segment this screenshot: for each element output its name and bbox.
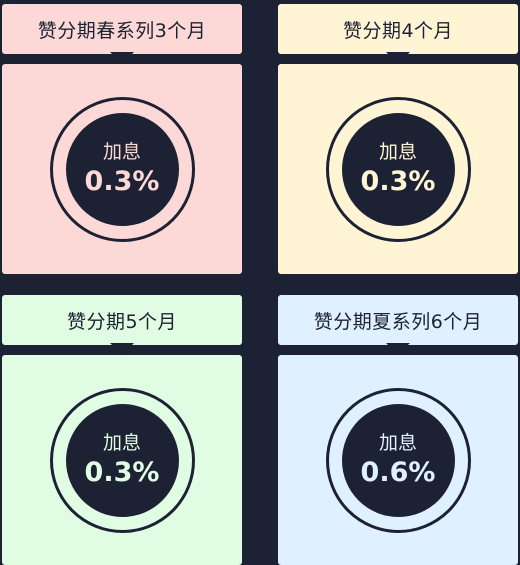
pointer-arrow-icon <box>386 343 410 355</box>
product-title-tag[interactable]: 赞分期春系列3个月 <box>2 4 242 64</box>
rate-badge-ring: 加息 0.3% <box>49 96 195 242</box>
rate-value: 0.3% <box>84 457 160 488</box>
rate-badge: 加息 0.3% <box>341 112 455 226</box>
rate-label: 加息 <box>102 432 141 454</box>
rate-badge: 加息 0.6% <box>341 403 455 517</box>
product-title: 赞分期夏系列6个月 <box>313 310 483 333</box>
product-card-summer-6-month[interactable]: 赞分期夏系列6个月 加息 0.6% <box>278 295 518 565</box>
rate-badge: 加息 0.3% <box>65 403 179 517</box>
product-title-tag[interactable]: 赞分期夏系列6个月 <box>278 295 518 355</box>
pointer-arrow-icon <box>110 52 134 64</box>
rate-label: 加息 <box>378 432 417 454</box>
product-title: 赞分期5个月 <box>66 310 178 333</box>
product-card-spring-3-month[interactable]: 赞分期春系列3个月 加息 0.3% <box>2 4 242 274</box>
pointer-arrow-icon <box>110 343 134 355</box>
product-title: 赞分期春系列3个月 <box>37 19 207 42</box>
product-card-body: 加息 0.3% <box>278 64 518 274</box>
rate-badge: 加息 0.3% <box>65 112 179 226</box>
rate-value: 0.3% <box>84 166 160 197</box>
product-card-body: 加息 0.3% <box>2 355 242 565</box>
rate-label: 加息 <box>102 141 141 163</box>
product-card-body: 加息 0.3% <box>2 64 242 274</box>
rate-badge-ring: 加息 0.3% <box>49 387 195 533</box>
product-card-5-month[interactable]: 赞分期5个月 加息 0.3% <box>2 295 242 565</box>
product-title-tag[interactable]: 赞分期5个月 <box>2 295 242 355</box>
pointer-arrow-icon <box>386 52 410 64</box>
rate-badge-ring: 加息 0.3% <box>325 96 471 242</box>
rate-label: 加息 <box>378 141 417 163</box>
product-title-tag[interactable]: 赞分期4个月 <box>278 4 518 64</box>
product-title: 赞分期4个月 <box>342 19 454 42</box>
rate-badge-ring: 加息 0.6% <box>325 387 471 533</box>
product-card-body: 加息 0.6% <box>278 355 518 565</box>
rate-value: 0.3% <box>360 166 436 197</box>
product-card-4-month[interactable]: 赞分期4个月 加息 0.3% <box>278 4 518 274</box>
rate-value: 0.6% <box>360 457 436 488</box>
